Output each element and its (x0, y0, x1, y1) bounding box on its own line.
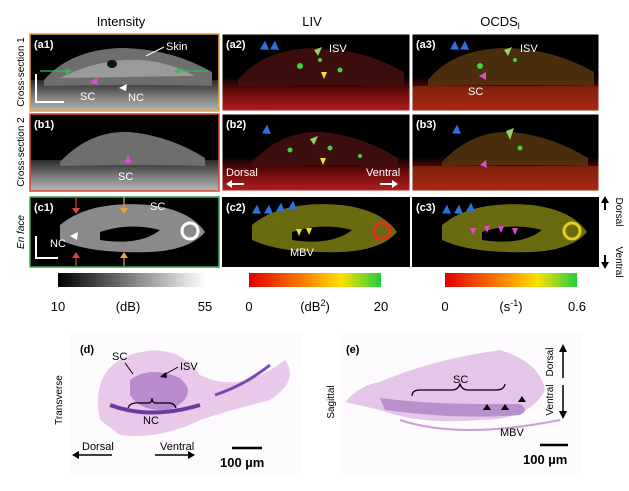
sc-label-c1: SC (150, 201, 165, 213)
column-title-ocds: OCDSl (480, 14, 520, 31)
ventral-side-label: Ventral (613, 246, 624, 277)
panel-label-b1: (b1) (34, 119, 55, 131)
row-label-cross-section-1: Cross-section 1 (16, 37, 27, 107)
row-label-en-face: En face (16, 215, 27, 249)
row-label-cross-section-2: Cross-section 2 (16, 117, 27, 187)
colorbar-liv-min: 0 (245, 299, 252, 314)
transverse-label: Transverse (54, 375, 65, 425)
panel-c1: (c1) SC NC (29, 196, 220, 268)
dorsal-label-d: Dorsal (82, 441, 114, 453)
panel-a1: (a1) Skin SC NC (29, 33, 220, 112)
panel-c3: (c3) (412, 197, 599, 267)
sagittal-label: Sagittal (326, 385, 337, 418)
colorbar-intensity-max: 55 (198, 299, 212, 314)
colorbar-ocds-max: 0.6 (568, 299, 586, 314)
colorbar-intensity: 10 (dB) 55 (51, 273, 212, 314)
panel-label-d: (d) (80, 344, 94, 356)
panel-b2: (b2) Dorsal Ventral (221, 113, 411, 192)
panel-b1: (b1) SC (29, 113, 220, 192)
sc-label-e: SC (453, 374, 468, 386)
isv-label-d: ISV (180, 361, 198, 373)
isv-label-a3: ISV (520, 43, 538, 55)
panel-c2: (c2) MBV (222, 197, 410, 267)
panel-d: (d) SC ISV NC Transverse Dorsal Ventral … (54, 333, 302, 474)
dorsal-side-label: Dorsal (613, 198, 624, 227)
panel-b3: (b3) (411, 113, 600, 192)
colorbar-intensity-min: 10 (51, 299, 65, 314)
scale-bar-e: 100 µm (523, 452, 567, 467)
panel-label-a1: (a1) (34, 39, 54, 51)
panel-label-e: (e) (346, 344, 360, 356)
colorbar-ocds: 0 (s-1) 0.6 (441, 273, 586, 314)
panel-label-c2: (c2) (226, 202, 246, 214)
colorbar-ocds-unit: (s-1) (499, 298, 522, 314)
ventral-label-d: Ventral (160, 441, 194, 453)
colorbar-liv-max: 20 (374, 299, 388, 314)
panel-label-c3: (c3) (416, 202, 436, 214)
orientation-arrows: Dorsal Ventral (601, 196, 624, 278)
ventral-label-b2: Ventral (366, 167, 400, 179)
mbv-label-e: MBV (500, 427, 525, 439)
panel-e: (e) SC MBV Sagittal Dorsal Ventral 100 µ… (326, 333, 582, 474)
sc-label-b1: SC (118, 171, 133, 183)
scale-bar-d: 100 µm (220, 455, 264, 470)
panel-label-b3: (b3) (416, 119, 437, 131)
sc-label-a1: SC (80, 91, 95, 103)
dorsal-label-e: Dorsal (545, 348, 556, 377)
panel-a2: (a2) ISV (221, 33, 411, 112)
column-title-liv: LIV (302, 14, 322, 29)
dorsal-label-b2: Dorsal (226, 167, 258, 179)
sc-label-a3: SC (468, 86, 483, 98)
panel-label-b2: (b2) (226, 119, 247, 131)
mbv-label: MBV (290, 247, 315, 259)
nc-label-d: NC (143, 415, 159, 427)
isv-label-a2: ISV (329, 43, 347, 55)
panel-label-a3: (a3) (416, 39, 436, 51)
colorbar-liv-unit: (dB2) (300, 298, 330, 314)
ventral-label-e: Ventral (545, 384, 556, 415)
panel-a3: (a3) ISV SC (411, 33, 600, 112)
column-title-intensity: Intensity (97, 14, 146, 29)
panel-label-a2: (a2) (226, 39, 246, 51)
skin-label: Skin (166, 41, 187, 53)
nc-label-c1: NC (50, 238, 66, 250)
colorbar-liv: 0 (dB2) 20 (245, 273, 388, 314)
colorbar-ocds-min: 0 (441, 299, 448, 314)
colorbar-intensity-unit: (dB) (116, 299, 141, 314)
panel-label-c1: (c1) (34, 202, 54, 214)
sc-label-d: SC (112, 351, 127, 363)
nc-label-a1: NC (128, 92, 144, 104)
